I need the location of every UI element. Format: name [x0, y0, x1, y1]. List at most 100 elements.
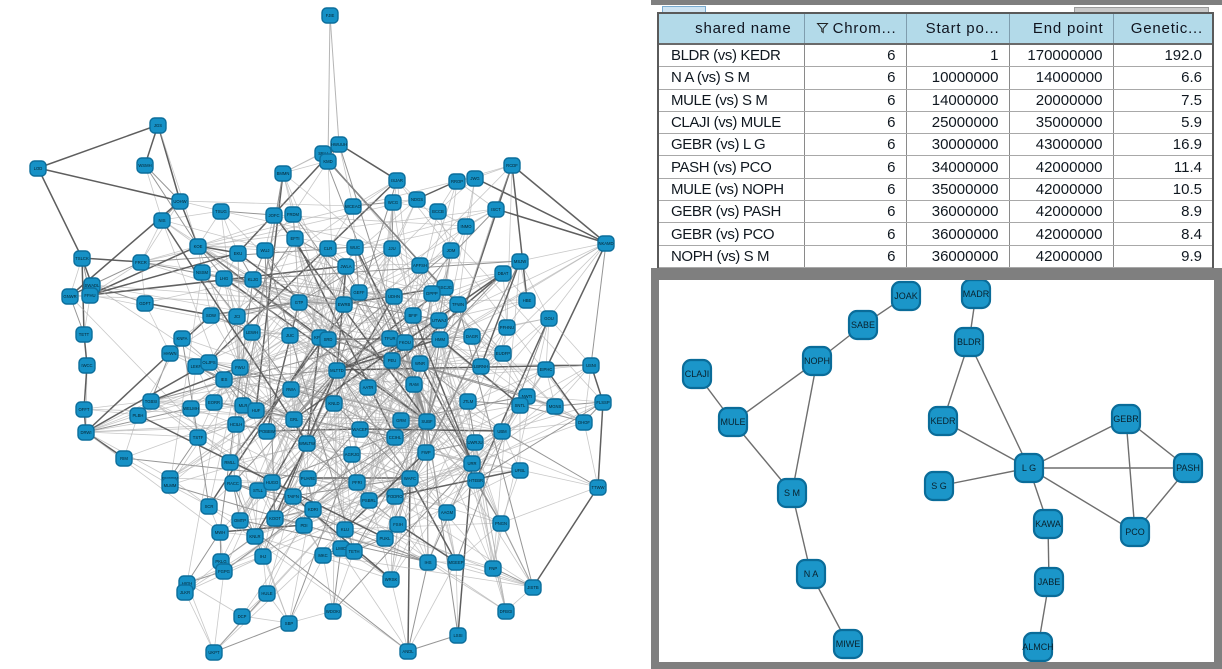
svg-text:UWRJU: UWRJU: [467, 440, 482, 445]
svg-text:SWADL: SWADL: [85, 283, 100, 288]
svg-text:SCR: SCR: [205, 504, 214, 509]
svg-text:SSCJG: SSCJG: [438, 285, 452, 290]
svg-text:EUDFP: EUDFP: [496, 351, 510, 356]
svg-text:URR: URR: [467, 461, 476, 466]
svg-text:UOHW: UOHW: [173, 199, 186, 204]
svg-text:TFUR: TFUR: [384, 336, 395, 341]
svg-text:JWG: JWG: [470, 176, 479, 181]
svg-text:TSUG: TSUG: [215, 209, 227, 214]
svg-text:EWRB: EWRB: [338, 302, 351, 307]
svg-text:MIWE: MIWE: [836, 639, 861, 649]
svg-text:NIS: NIS: [159, 218, 166, 223]
svg-text:HWUUH: HWUUH: [331, 142, 347, 147]
svg-text:GOU: GOU: [544, 316, 554, 321]
svg-text:TFWN: TFWN: [452, 302, 464, 307]
svg-text:AATR: AATR: [363, 385, 374, 390]
svg-text:TSLCK: TSLCK: [75, 256, 89, 261]
svg-text:DCP: DCP: [238, 614, 247, 619]
svg-text:PDI: PDI: [301, 523, 308, 528]
svg-text:LOD: LOD: [34, 166, 43, 171]
svg-text:UTWAJ: UTWAJ: [432, 318, 446, 323]
svg-text:GRM: GRM: [396, 418, 406, 423]
svg-text:WSMH: WSMH: [138, 163, 151, 168]
svg-text:N A: N A: [804, 569, 819, 579]
svg-text:SOW: SOW: [206, 313, 216, 318]
svg-text:TAIFN: TAIFN: [287, 494, 299, 499]
svg-text:MULE: MULE: [720, 417, 745, 427]
svg-text:ISJAR: ISJAR: [391, 178, 403, 183]
svg-text:JOAK: JOAK: [894, 291, 918, 301]
svg-text:RAM: RAM: [409, 382, 419, 387]
svg-text:PUKL: PUKL: [380, 536, 392, 541]
svg-text:FGPG: FGPG: [218, 569, 230, 574]
svg-text:SRD: SRD: [324, 337, 333, 342]
svg-text:SBP: SBP: [285, 621, 294, 626]
svg-text:EFTI: EFTI: [290, 236, 299, 241]
svg-text:WAFC: WAFC: [404, 476, 416, 481]
svg-text:AGRJG: AGRJG: [345, 452, 359, 457]
svg-text:HUF: HUF: [252, 408, 261, 413]
svg-text:POBBW: POBBW: [259, 429, 275, 434]
svg-text:KNLR: KNLR: [249, 534, 260, 539]
svg-text:KOE: KOE: [194, 244, 203, 249]
svg-text:IHJ: IHJ: [260, 554, 266, 559]
svg-text:RIM: RIM: [120, 456, 128, 461]
svg-text:SNTL: SNTL: [515, 403, 526, 408]
svg-text:PSBRL: PSBRL: [362, 498, 376, 503]
svg-text:JLKR: JLKR: [180, 590, 190, 595]
svg-text:S G: S G: [931, 481, 947, 491]
svg-text:PCO: PCO: [1125, 527, 1145, 537]
svg-text:KLJG: KLJG: [248, 277, 258, 282]
svg-text:FKOU: FKOU: [399, 340, 411, 345]
svg-text:GEBR: GEBR: [1113, 414, 1139, 424]
svg-text:FWP: FWP: [421, 450, 431, 455]
svg-text:SUBF: SUBF: [421, 419, 433, 424]
svg-text:KLU: KLU: [341, 527, 349, 532]
svg-text:LHG: LHG: [220, 276, 229, 281]
svg-text:WUJ: WUJ: [260, 248, 269, 253]
svg-text:OMTP: OMTP: [234, 518, 246, 523]
svg-text:PEU: PEU: [388, 358, 397, 363]
svg-text:WNR: WNR: [415, 361, 425, 366]
svg-text:WUC: WUC: [350, 245, 360, 250]
svg-text:WDOKI: WDOKI: [326, 609, 340, 614]
svg-text:RMLL: RMLL: [224, 460, 236, 465]
svg-text:JOM: JOM: [447, 248, 456, 253]
svg-text:GNWR: GNWR: [63, 294, 76, 299]
svg-text:DFBGI: DFBGI: [500, 609, 513, 614]
svg-text:IES: IES: [221, 377, 228, 382]
svg-text:JGS: JGS: [154, 123, 162, 128]
svg-text:RCDF: RCDF: [506, 163, 518, 168]
svg-text:TSTF: TSTF: [193, 435, 204, 440]
svg-text:IWCC: IWCC: [81, 363, 92, 368]
svg-text:DPPP: DPPP: [426, 291, 438, 296]
svg-text:BFIF: BFIF: [408, 313, 418, 318]
svg-text:FWU: FWU: [235, 365, 245, 370]
svg-text:WELMH: WELMH: [183, 406, 199, 411]
svg-text:UBM: UBM: [497, 429, 507, 434]
svg-text:BCCB: BCCB: [432, 209, 444, 214]
svg-text:TETH: TETH: [349, 549, 360, 554]
svg-text:DRWI: DRWI: [80, 430, 91, 435]
svg-text:FFHU: FFHU: [84, 293, 95, 298]
svg-text:KAWA: KAWA: [1035, 519, 1061, 529]
svg-text:MADR: MADR: [963, 289, 990, 299]
svg-text:FSIH: FSIH: [393, 522, 403, 527]
svg-text:HTEBR: HTEBR: [469, 478, 483, 483]
svg-text:PASH: PASH: [1176, 463, 1200, 473]
svg-text:ISCT: ISCT: [491, 207, 501, 212]
svg-text:KDRI: KDRI: [308, 507, 318, 512]
svg-text:CLAJI: CLAJI: [685, 369, 710, 379]
svg-text:FODRO: FODRO: [387, 494, 403, 499]
svg-text:BMMN: BMMN: [277, 171, 290, 176]
svg-text:HBE: HBE: [523, 298, 532, 303]
svg-text:HCILH: HCILH: [230, 422, 243, 427]
svg-text:ANDL: ANDL: [402, 649, 414, 654]
svg-text:NWTI: NWTI: [522, 394, 533, 399]
svg-text:PLBH: PLBH: [133, 413, 144, 418]
svg-text:JOFC: JOFC: [269, 213, 280, 218]
svg-text:EORR: EORR: [208, 400, 220, 405]
svg-text:FNP: FNP: [489, 566, 498, 571]
svg-text:JWLA: JWLA: [340, 264, 351, 269]
svg-text:MGEEP: MGEEP: [448, 560, 463, 565]
